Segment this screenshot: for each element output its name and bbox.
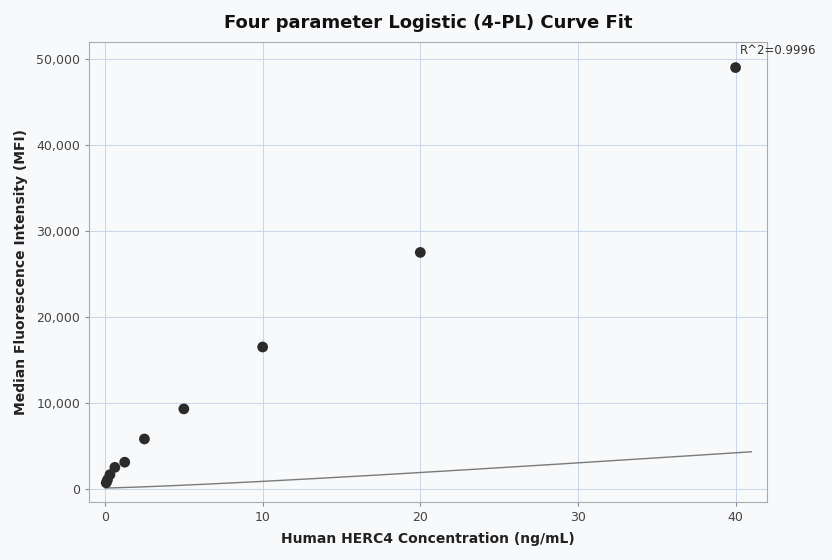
Point bbox=[118, 458, 131, 466]
Point bbox=[101, 475, 114, 484]
Point bbox=[100, 478, 113, 487]
Title: Four parameter Logistic (4-PL) Curve Fit: Four parameter Logistic (4-PL) Curve Fit bbox=[224, 14, 632, 32]
Point bbox=[138, 435, 151, 444]
Point bbox=[414, 248, 427, 257]
Point bbox=[729, 63, 742, 72]
Y-axis label: Median Fluorescence Intensity (MFI): Median Fluorescence Intensity (MFI) bbox=[14, 129, 28, 415]
Text: R^2=0.9996: R^2=0.9996 bbox=[740, 44, 817, 57]
Point bbox=[108, 463, 121, 472]
Point bbox=[177, 404, 191, 413]
Point bbox=[256, 343, 270, 352]
X-axis label: Human HERC4 Concentration (ng/mL): Human HERC4 Concentration (ng/mL) bbox=[281, 532, 575, 546]
Point bbox=[103, 470, 116, 479]
